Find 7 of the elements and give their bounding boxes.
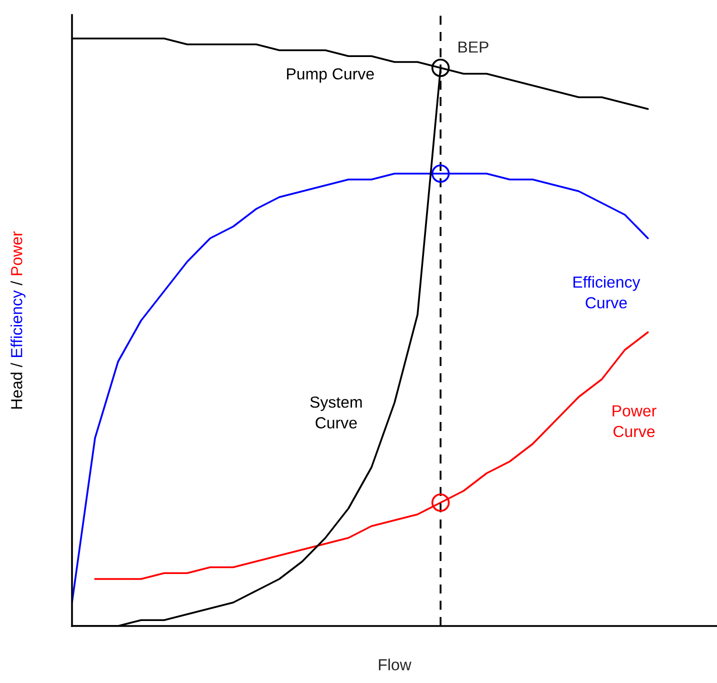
series-label: Pump Curve [287,68,374,83]
annotation: BEP [458,42,488,53]
series-label: Power Curve [612,405,656,438]
y-axis-title: Head / Efficiency / Power [10,231,26,409]
x-axis-title: Flow [378,658,412,670]
text: Efficiency Curve [574,276,640,308]
series-label: System Curve [310,396,362,428]
